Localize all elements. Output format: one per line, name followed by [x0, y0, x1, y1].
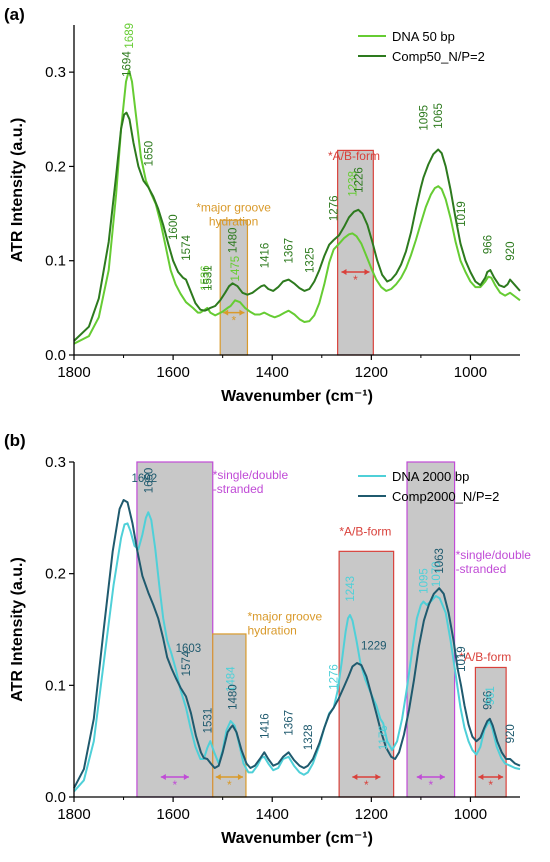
chart-panel-b: * * * * **single/double-stranded*major groov…: [4, 431, 531, 847]
peak-label: 1416: [259, 713, 271, 739]
region-label: *A/B-form: [328, 149, 380, 163]
peak-label: 1276: [329, 196, 341, 222]
peak-label: 1095: [418, 105, 430, 131]
region-label: -stranded: [456, 562, 507, 576]
significance-asterisk: *: [364, 778, 369, 792]
peak-label: 920: [505, 242, 517, 261]
peak-label: 1416: [259, 243, 271, 269]
peak-label: 1229: [361, 641, 387, 653]
legend-label: DNA 2000 bp: [392, 469, 469, 484]
significance-asterisk: *: [173, 778, 178, 792]
y-tick-label: 0.1: [45, 253, 66, 270]
peak-label: 1325: [304, 247, 316, 273]
panel-label: (b): [4, 431, 26, 450]
series-line-1: [73, 511, 521, 793]
peak-label: 1484: [226, 666, 238, 692]
peak-label: 1531: [202, 265, 214, 291]
panel-label: (a): [4, 5, 25, 24]
significance-asterisk: *: [227, 778, 232, 792]
region-label: *single/double: [213, 468, 289, 482]
shaded-region: [212, 633, 247, 798]
x-tick-label: 1800: [57, 364, 90, 381]
y-tick-label: 0.0: [45, 789, 66, 806]
region-label: *major groove: [196, 201, 271, 215]
region-label: *major groove: [247, 610, 322, 624]
peak-label: 1367: [284, 710, 296, 736]
peak-label: 1070: [431, 561, 443, 587]
peak-label: 1065: [433, 103, 445, 129]
x-tick-label: 1000: [454, 806, 487, 823]
shift-arrow-head: [223, 309, 245, 316]
significance-asterisk: *: [488, 778, 493, 792]
y-tick-label: 0.0: [45, 347, 66, 364]
x-tick-label: 1800: [57, 806, 90, 823]
y-axis-title: ATR Intensity (a.u.): [9, 557, 26, 702]
peak-label: 1531: [202, 708, 214, 734]
y-tick-label: 0.2: [45, 566, 66, 583]
legend-label: Comp2000_N/P=2: [392, 489, 499, 504]
peak-label: 1600: [168, 214, 180, 240]
series-line-1: [73, 69, 521, 345]
region-label: *single/double: [456, 548, 532, 562]
x-axis-title: Wavenumber (cm⁻¹): [221, 388, 373, 405]
x-tick-label: 1400: [256, 806, 289, 823]
x-tick-label: 1600: [156, 806, 189, 823]
region-label: -stranded: [213, 482, 264, 496]
significance-asterisk: *: [353, 273, 358, 287]
x-axis-title: Wavenumber (cm⁻¹): [221, 830, 373, 847]
peak-label: 1328: [303, 725, 315, 751]
peak-label: 1536: [200, 265, 212, 291]
legend-label: Comp50_N/P=2: [392, 49, 485, 64]
peak-label: 1574: [181, 650, 193, 676]
region-label: hydration: [209, 215, 258, 229]
peak-label: 1574: [181, 235, 193, 261]
y-tick-label: 0.2: [45, 158, 66, 175]
region-label: hydration: [247, 624, 296, 638]
y-axis-title: ATR Intensity (a.u.): [9, 118, 26, 263]
y-tick-label: 0.3: [45, 64, 66, 81]
peak-label: 1019: [456, 201, 468, 227]
peak-label: 966: [482, 235, 494, 254]
peak-label: 1063: [434, 548, 446, 574]
shaded-region: [406, 461, 456, 798]
region-label: *A/B-form: [459, 650, 511, 664]
peak-label: 1095: [418, 568, 430, 594]
peak-label: 961: [485, 686, 497, 705]
peak-label: 1694: [122, 51, 134, 77]
x-tick-label: 1000: [454, 364, 487, 381]
significance-asterisk: *: [428, 778, 433, 792]
peak-label: 1276: [329, 664, 341, 690]
peak-label: 1367: [284, 238, 296, 264]
shift-arrow-head: [478, 774, 504, 780]
peak-label: 1650: [143, 468, 155, 494]
peak-label: 1480: [228, 684, 240, 710]
peak-label: 1238: [348, 171, 360, 197]
peak-label: 1689: [124, 23, 136, 49]
x-tick-label: 1200: [355, 806, 388, 823]
peak-label: 1019: [456, 646, 468, 672]
x-tick-label: 1400: [256, 364, 289, 381]
shaded-region: [219, 219, 249, 356]
x-tick-label: 1200: [355, 364, 388, 381]
peak-label: 966: [482, 691, 494, 710]
y-tick-label: 0.3: [45, 454, 66, 471]
significance-asterisk: *: [231, 314, 236, 328]
peak-label: 1650: [143, 141, 155, 167]
peak-label: 1243: [345, 576, 357, 602]
peak-label: 1475: [230, 256, 242, 282]
legend-label: DNA 50 bp: [392, 29, 455, 44]
peak-label: 1692: [132, 473, 158, 485]
peak-label: 1480: [228, 228, 240, 254]
peak-label: 920: [505, 724, 517, 743]
series-line-2: [73, 499, 521, 789]
series-line-2: [73, 111, 521, 342]
region-label: *A/B-form: [339, 525, 391, 539]
peak-label: 1226: [353, 167, 365, 193]
x-tick-label: 1600: [156, 364, 189, 381]
peak-label: 1603: [176, 643, 202, 655]
peak-label: 1176: [378, 725, 390, 750]
y-tick-label: 0.1: [45, 677, 66, 694]
